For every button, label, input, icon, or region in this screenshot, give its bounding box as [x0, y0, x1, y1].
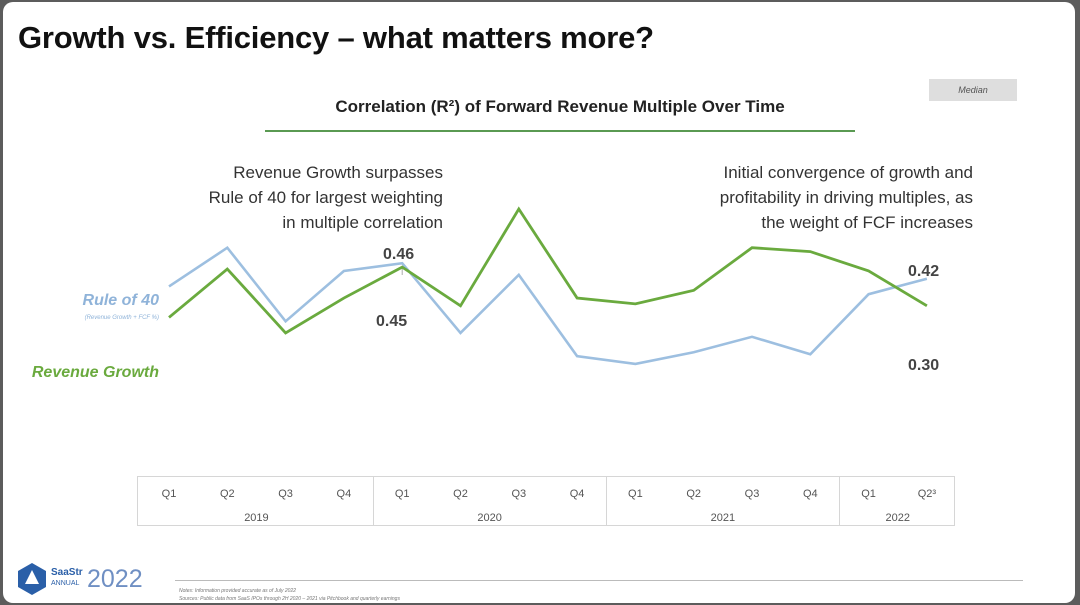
x-tick-label: Q4 — [802, 488, 818, 500]
data-label-rg-2022-q2: 0.30 — [908, 357, 940, 374]
x-tick-label: Q4 — [336, 488, 352, 500]
x-tick-label: Q2 — [453, 488, 468, 500]
year-divider — [839, 476, 841, 526]
saastr-logo: SaaStr ANNUAL 2022 — [17, 562, 157, 598]
annotation-right: Initial convergence of growth and profit… — [613, 160, 973, 235]
saastr-hex-icon — [18, 563, 46, 595]
slide: Growth vs. Efficiency – what matters mor… — [3, 2, 1075, 603]
annotation-left-line-1: Revenue Growth surpasses — [233, 163, 443, 182]
slide-title: Growth vs. Efficiency – what matters mor… — [18, 20, 654, 55]
line-revenue-growth — [168, 206, 928, 335]
legend-rule-of-40: Rule of 40 — [82, 292, 159, 309]
data-label-r40-2020-q1: 0.46 — [383, 246, 415, 263]
x-tick-label: Q1 — [161, 488, 177, 500]
x-tick-label: Q3 — [511, 488, 527, 500]
annotation-right-line-2: profitability in driving multiples, as — [719, 188, 973, 207]
annotation-right-line-1: Initial convergence of growth and — [723, 163, 974, 182]
note-line-1: Notes: Information provided accurate as … — [179, 588, 297, 594]
footer-rule — [175, 580, 1023, 581]
data-label-r40-2022-q2: 0.42 — [908, 263, 940, 280]
x-axis-box — [137, 476, 955, 526]
year-label: 2022 — [885, 512, 910, 524]
chart-title: Correlation (R²) of Forward Revenue Mult… — [335, 97, 785, 116]
note-line-2: Sources: Public data from SaaS IPOs thro… — [179, 596, 400, 602]
title-underline — [265, 130, 855, 132]
annotation-right-line-3: the weight of FCF increases — [761, 213, 973, 232]
year-divider — [606, 476, 608, 526]
legend-revenue-growth: Revenue Growth — [31, 364, 159, 381]
x-tick-label: Q1 — [394, 488, 410, 500]
annotation-left-line-3: in multiple correlation — [282, 213, 443, 232]
x-tick-label: Q2 — [686, 488, 702, 500]
logo-year: 2022 — [87, 565, 143, 593]
x-tick-label: Q3 — [278, 488, 293, 500]
x-tick-label: Q2 — [219, 488, 235, 500]
line-chart — [168, 206, 928, 366]
x-tick-label: Q2³ — [917, 488, 937, 500]
legend-rule-of-40-subtitle: (Revenue Growth + FCF %) — [84, 315, 159, 321]
year-label: 2020 — [477, 512, 502, 524]
x-tick-label: Q1 — [628, 488, 643, 500]
logo-brand: SaaStr — [51, 567, 83, 578]
year-label: 2021 — [710, 512, 736, 524]
x-tick-label: Q3 — [744, 488, 760, 500]
logo-subtext: ANNUAL — [51, 580, 80, 587]
median-badge: Median — [929, 79, 1017, 101]
line-rule-of-40 — [168, 245, 928, 366]
x-tick-label: Q4 — [569, 488, 585, 500]
x-tick-label: Q1 — [861, 488, 876, 500]
data-label-rg-2020-q1: 0.45 — [376, 313, 408, 330]
year-divider — [373, 476, 375, 526]
year-label: 2019 — [244, 512, 269, 524]
annotation-left: Revenue Growth surpasses Rule of 40 for … — [123, 160, 443, 235]
annotation-left-line-2: Rule of 40 for largest weighting — [208, 188, 443, 207]
